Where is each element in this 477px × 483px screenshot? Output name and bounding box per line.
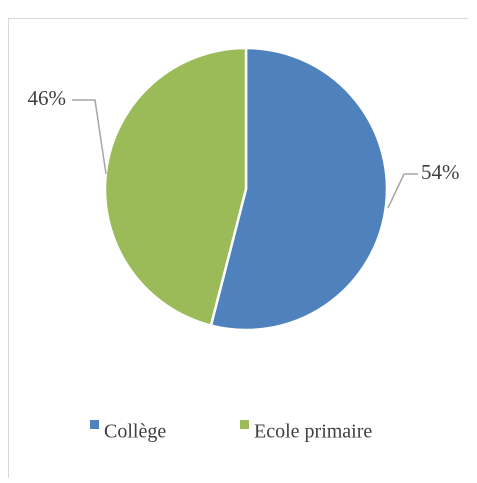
leader-lines [72, 99, 418, 209]
legend-label-1: Collège [104, 421, 166, 443]
leader-line-2 [72, 99, 107, 175]
legend-label-2: Ecole primaire [254, 421, 372, 443]
chart-frame [8, 18, 468, 478]
legend-swatch-1 [90, 420, 99, 429]
pie-slice-1 [209, 46, 389, 332]
legend: Collège Ecole primaire [90, 420, 372, 443]
data-labels: 54% 46% [28, 86, 460, 184]
pie-slices [103, 46, 389, 332]
legend-swatch-2 [240, 420, 249, 429]
leader-line-1 [387, 173, 418, 209]
data-label-2: 46% [28, 86, 67, 110]
data-label-1: 54% [421, 160, 460, 184]
